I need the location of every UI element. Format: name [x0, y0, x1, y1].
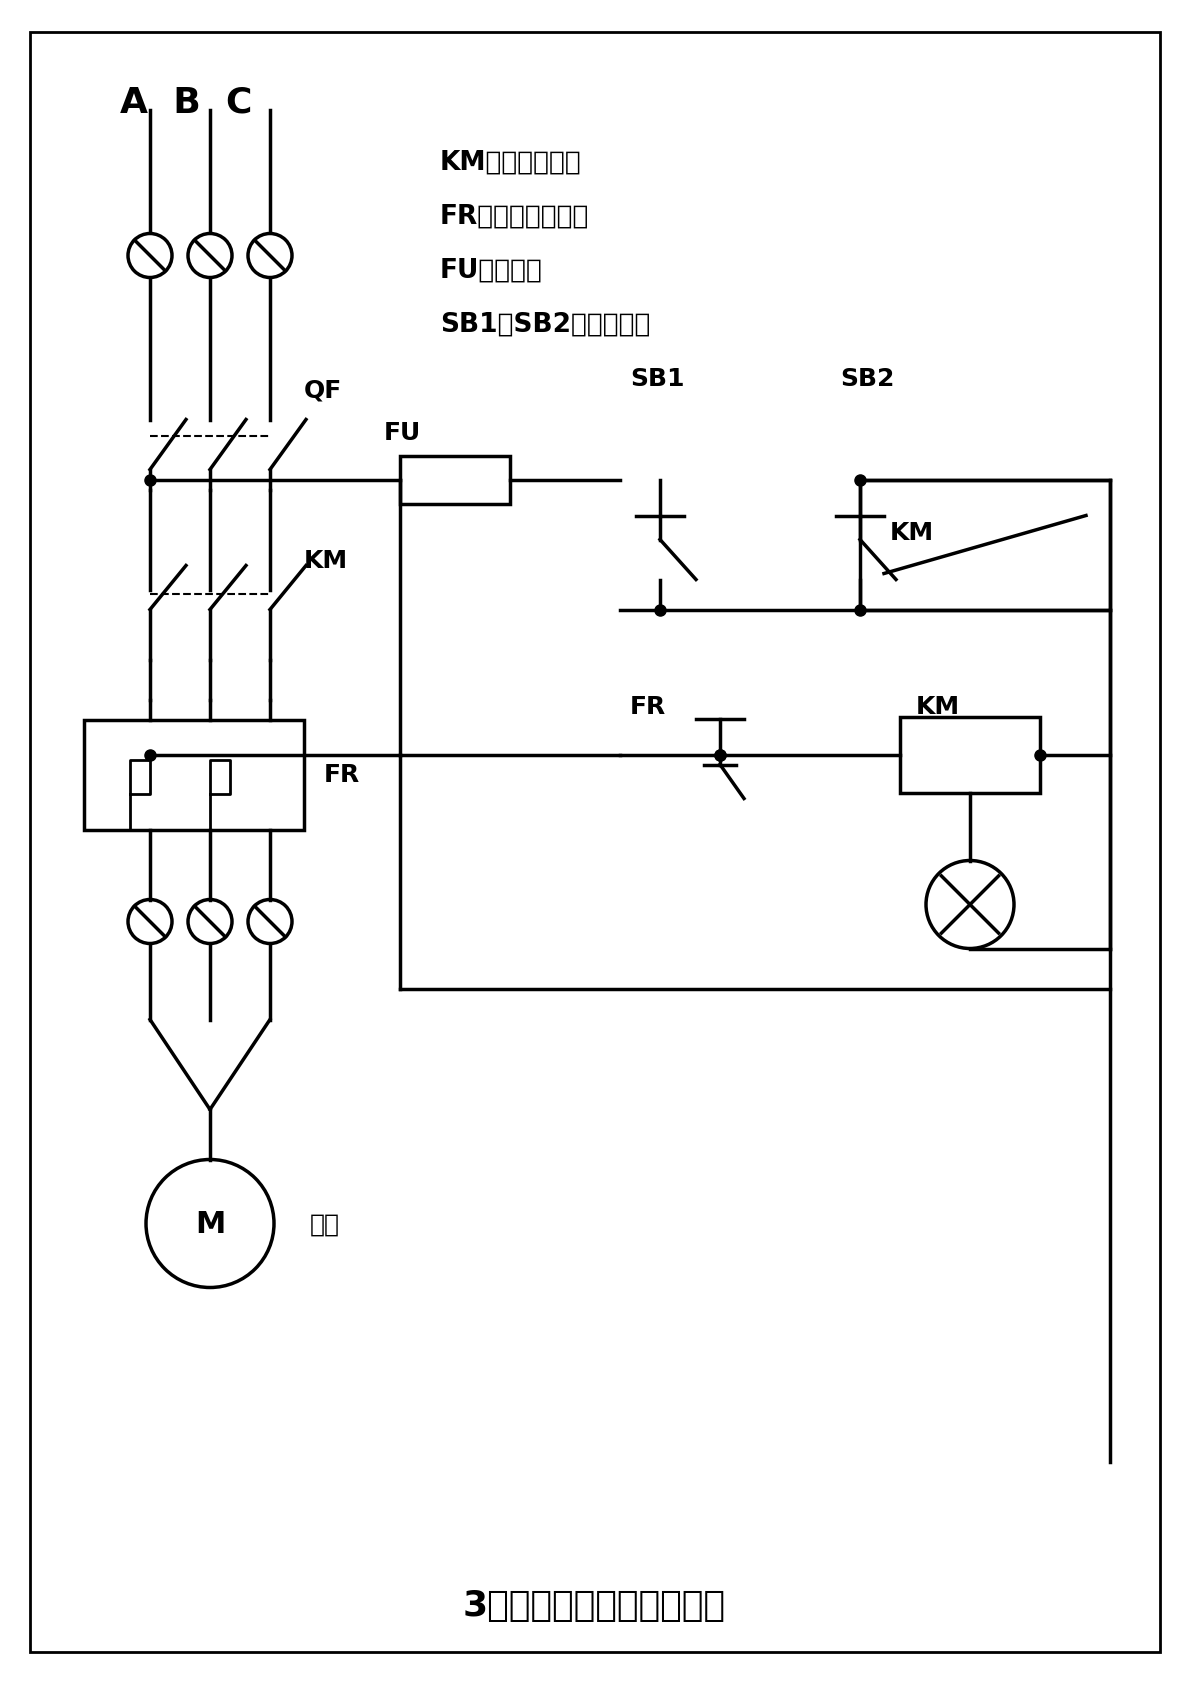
Text: SB1、SB2：启停按钮: SB1、SB2：启停按钮 — [440, 311, 651, 338]
Text: FU：保险丝: FU：保险丝 — [440, 257, 543, 283]
Bar — [900, 717, 1040, 792]
Bar — [400, 456, 511, 505]
Text: QF: QF — [303, 378, 343, 402]
Text: KM：交流接触器: KM：交流接触器 — [440, 150, 582, 175]
Text: KM: KM — [916, 695, 960, 720]
Bar — [84, 720, 303, 829]
Text: A  B  C: A B C — [120, 86, 252, 119]
Text: KM: KM — [303, 548, 349, 572]
Bar — [860, 481, 1110, 611]
Text: FR：热过载继电器: FR：热过载继电器 — [440, 204, 589, 229]
Text: 3相电机启、停控制接线图: 3相电机启、停控制接线图 — [463, 1588, 726, 1623]
Text: M: M — [195, 1209, 225, 1238]
Text: SB2: SB2 — [840, 367, 895, 390]
Text: 电机: 电机 — [311, 1211, 340, 1236]
Text: FR: FR — [630, 695, 666, 720]
Text: FR: FR — [324, 764, 361, 787]
Text: FU: FU — [384, 420, 421, 444]
Text: KM: KM — [890, 520, 934, 545]
Text: SB1: SB1 — [630, 367, 684, 390]
